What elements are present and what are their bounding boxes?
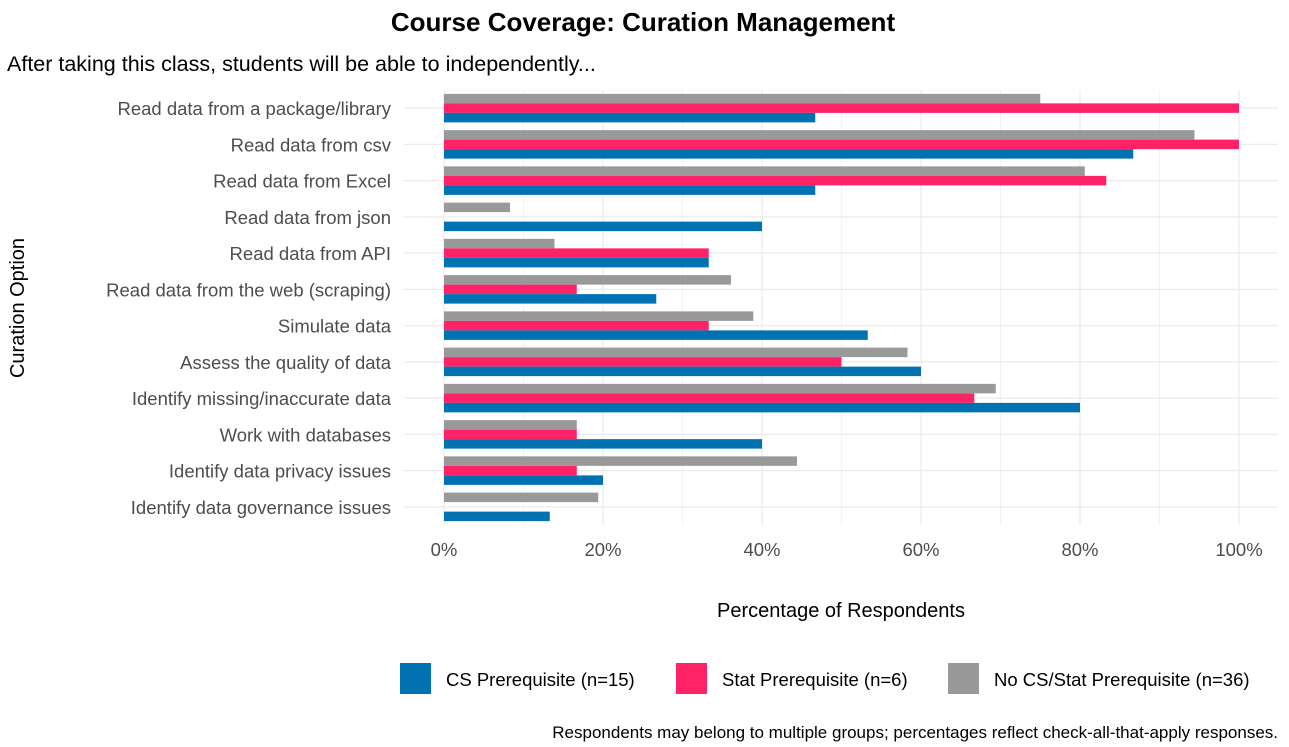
bar [444,103,1239,113]
bar [444,366,921,377]
y-tick-label: Identify data privacy issues [169,461,391,482]
x-tick-label: 40% [743,539,780,560]
x-tick-label: 80% [1061,539,1098,560]
chart-caption: Respondents may belong to multiple group… [552,723,1278,742]
legend: CS Prerequisite (n=15) Stat Prerequisite … [400,663,1250,694]
chart-subtitle: After taking this class, students will b… [7,52,596,76]
y-tick-label: Simulate data [278,316,392,337]
x-tick-label: 100% [1215,539,1262,560]
legend-swatch [676,663,707,694]
bar [444,221,762,232]
chart-title: Course Coverage: Curation Management [391,7,896,37]
legend-label: Stat Prerequisite (n=6) [722,669,908,690]
y-tick-label: Read data from csv [231,134,392,155]
bar [444,257,709,268]
bar [444,185,816,195]
bar [444,294,657,304]
y-tick-label: Work with databases [220,424,391,445]
bar [444,429,577,440]
bar [444,248,709,258]
y-tick-label: Read data from Excel [213,171,391,192]
bar [444,402,1080,413]
bar [444,112,816,123]
bar [444,456,797,466]
legend-label: No CS/Stat Prerequisite (n=36) [994,669,1250,690]
bar [444,420,577,430]
bar [444,202,510,213]
y-tick-label: Read data from json [224,207,391,228]
x-axis-title: Percentage of Respondents [717,600,965,622]
bar [444,149,1134,159]
bar [444,393,975,403]
legend-label: CS Prerequisite (n=15) [446,669,635,690]
legend-swatch [948,663,979,694]
bar [444,347,908,358]
bar [444,139,1239,150]
y-tick-label: Read data from the web (scraping) [106,279,391,300]
bar [444,465,577,476]
y-tick-label: Assess the quality of data [180,352,392,373]
x-tick-label: 60% [902,539,939,560]
bar [444,439,762,449]
bar [444,330,868,340]
bar [444,475,603,485]
x-tick-label: 20% [584,539,621,560]
bar [444,311,754,321]
bar [444,166,1085,176]
y-tick-label: Identify data governance issues [131,497,391,518]
bar [444,93,1041,104]
bar [444,238,555,249]
bars [444,93,1239,522]
y-tick-label: Read data from API [230,243,391,264]
bar [444,492,599,503]
x-tick-label: 0% [431,539,458,560]
bar [444,320,709,331]
bar [444,383,996,394]
bar [444,357,842,367]
bar [444,175,1107,186]
bar [444,275,731,285]
y-tick-label: Read data from a package/library [117,98,391,119]
bar [444,284,577,295]
y-tick-label: Identify missing/inaccurate data [132,388,392,409]
y-axis-tick-labels: Read data from a package/library Read dat… [106,98,392,518]
legend-swatch [400,663,431,694]
y-axis-title: Curation Option [7,238,29,378]
x-axis-tick-labels: 0% 20% 40% 60% 80% 100% [431,539,1263,560]
bar [444,130,1195,140]
bar [444,511,550,522]
